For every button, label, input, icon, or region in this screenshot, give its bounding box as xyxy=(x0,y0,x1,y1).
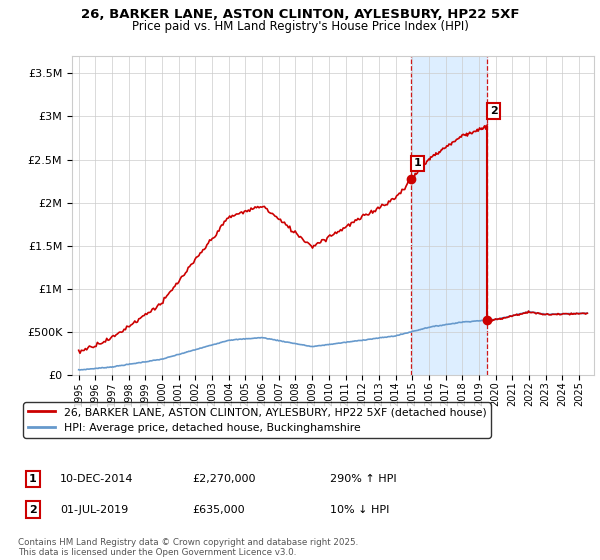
Text: £635,000: £635,000 xyxy=(192,505,245,515)
Text: 1: 1 xyxy=(29,474,37,484)
Text: 2: 2 xyxy=(490,106,497,116)
Text: 10-DEC-2014: 10-DEC-2014 xyxy=(60,474,133,484)
Bar xyxy=(412,56,487,375)
Text: 26, BARKER LANE, ASTON CLINTON, AYLESBURY, HP22 5XF: 26, BARKER LANE, ASTON CLINTON, AYLESBUR… xyxy=(81,8,519,21)
Text: 1: 1 xyxy=(414,158,422,169)
Text: 10% ↓ HPI: 10% ↓ HPI xyxy=(330,505,389,515)
Text: Contains HM Land Registry data © Crown copyright and database right 2025.
This d: Contains HM Land Registry data © Crown c… xyxy=(18,538,358,557)
Text: 2: 2 xyxy=(29,505,37,515)
Text: £2,270,000: £2,270,000 xyxy=(192,474,256,484)
Text: 290% ↑ HPI: 290% ↑ HPI xyxy=(330,474,397,484)
Text: Price paid vs. HM Land Registry's House Price Index (HPI): Price paid vs. HM Land Registry's House … xyxy=(131,20,469,32)
Text: 01-JUL-2019: 01-JUL-2019 xyxy=(60,505,128,515)
Legend: 26, BARKER LANE, ASTON CLINTON, AYLESBURY, HP22 5XF (detached house), HPI: Avera: 26, BARKER LANE, ASTON CLINTON, AYLESBUR… xyxy=(23,403,491,437)
